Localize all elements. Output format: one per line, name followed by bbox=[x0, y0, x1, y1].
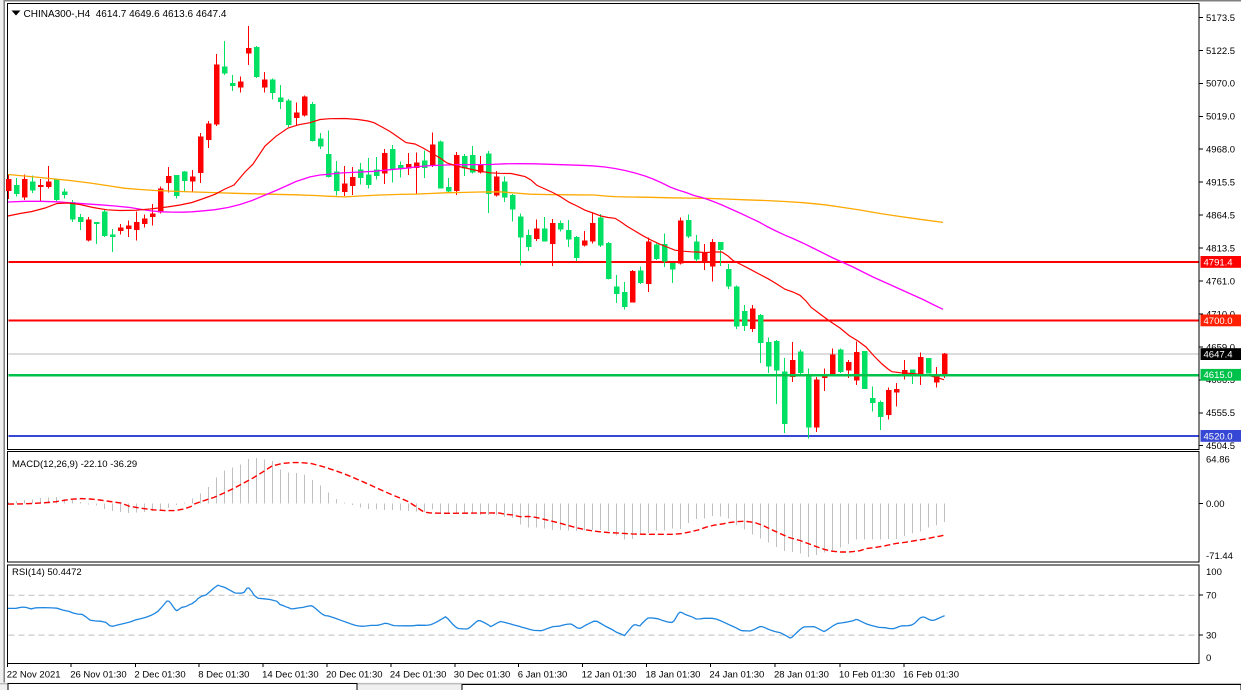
svg-text:30 Dec 01:30: 30 Dec 01:30 bbox=[454, 670, 511, 681]
svg-text:20 Dec 01:30: 20 Dec 01:30 bbox=[326, 670, 383, 681]
svg-text:0: 0 bbox=[1206, 653, 1211, 664]
svg-text:10 Feb 01:30: 10 Feb 01:30 bbox=[839, 670, 895, 681]
svg-text:8 Dec 01:30: 8 Dec 01:30 bbox=[198, 670, 249, 681]
svg-text:26 Nov 01:30: 26 Nov 01:30 bbox=[70, 670, 127, 681]
svg-text:28 Jan 01:30: 28 Jan 01:30 bbox=[774, 670, 829, 681]
svg-text:4700.0: 4700.0 bbox=[1204, 316, 1233, 327]
svg-text:5070.0: 5070.0 bbox=[1206, 79, 1235, 90]
svg-text:5019.0: 5019.0 bbox=[1206, 112, 1235, 123]
svg-text:6 Jan 01:30: 6 Jan 01:30 bbox=[518, 670, 568, 681]
svg-text:22 Nov 2021: 22 Nov 2021 bbox=[7, 670, 61, 681]
svg-text:12 Jan 01:30: 12 Jan 01:30 bbox=[582, 670, 637, 681]
svg-text:4647.4: 4647.4 bbox=[1204, 350, 1233, 361]
svg-text:100: 100 bbox=[1206, 567, 1222, 578]
svg-text:4606.5: 4606.5 bbox=[1206, 375, 1235, 386]
svg-text:CHINA300-,H4 4614.7 4649.6 46: CHINA300-,H4 4614.7 4649.6 4613.6 4647.4 bbox=[24, 9, 227, 20]
svg-text:4615.0: 4615.0 bbox=[1204, 370, 1233, 381]
svg-text:70: 70 bbox=[1206, 591, 1217, 602]
svg-text:2 Dec 01:30: 2 Dec 01:30 bbox=[134, 670, 185, 681]
svg-text:4504.5: 4504.5 bbox=[1206, 441, 1235, 452]
svg-text:30: 30 bbox=[1206, 631, 1217, 642]
svg-text:16 Feb 01:30: 16 Feb 01:30 bbox=[903, 670, 959, 681]
svg-text:0.00: 0.00 bbox=[1206, 499, 1225, 510]
svg-text:-71.44: -71.44 bbox=[1206, 551, 1233, 562]
svg-text:5173.5: 5173.5 bbox=[1206, 13, 1235, 24]
svg-text:4555.5: 4555.5 bbox=[1206, 408, 1235, 419]
svg-text:18 Jan 01:30: 18 Jan 01:30 bbox=[646, 670, 701, 681]
svg-text:4761.0: 4761.0 bbox=[1206, 276, 1235, 287]
svg-text:5122.5: 5122.5 bbox=[1206, 46, 1235, 57]
svg-text:4791.4: 4791.4 bbox=[1204, 257, 1233, 268]
svg-text:4968.0: 4968.0 bbox=[1206, 145, 1235, 156]
svg-text:4915.5: 4915.5 bbox=[1206, 178, 1235, 189]
svg-text:4813.5: 4813.5 bbox=[1206, 244, 1235, 255]
svg-text:24 Dec 01:30: 24 Dec 01:30 bbox=[390, 670, 447, 681]
svg-text:4659.0: 4659.0 bbox=[1206, 342, 1235, 353]
svg-text:4864.5: 4864.5 bbox=[1206, 211, 1235, 222]
svg-text:14 Dec 01:30: 14 Dec 01:30 bbox=[262, 670, 319, 681]
svg-text:4520.0: 4520.0 bbox=[1204, 431, 1233, 442]
svg-text:RSI(14) 50.4472: RSI(14) 50.4472 bbox=[12, 567, 82, 578]
svg-text:24 Jan 01:30: 24 Jan 01:30 bbox=[709, 670, 764, 681]
svg-text:MACD(12,26,9) -22.10 -36.29: MACD(12,26,9) -22.10 -36.29 bbox=[12, 459, 137, 470]
svg-text:64.86: 64.86 bbox=[1206, 455, 1230, 466]
